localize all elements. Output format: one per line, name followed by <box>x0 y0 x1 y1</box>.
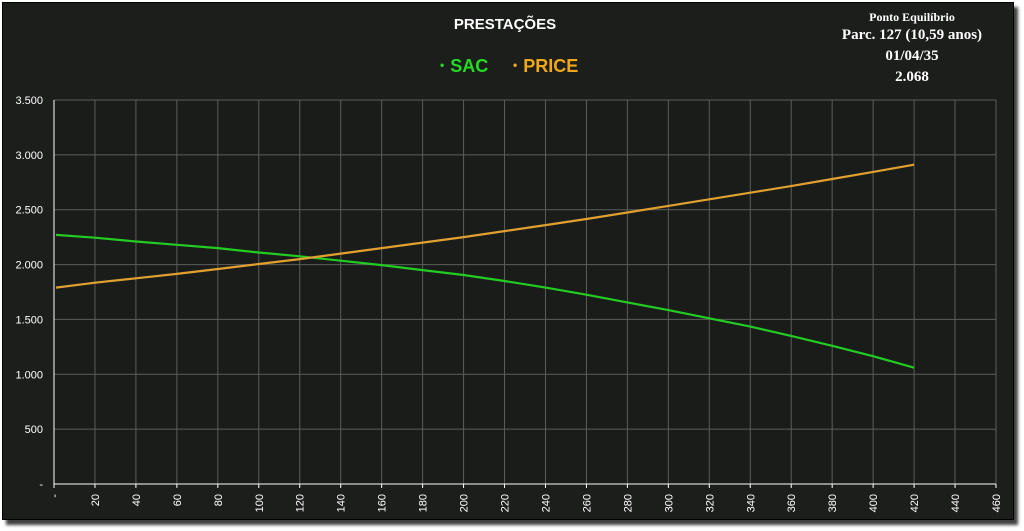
x-tick-label: 340 <box>745 494 757 512</box>
x-tick-label: 260 <box>581 494 593 512</box>
x-tick-label: 420 <box>909 494 921 512</box>
series-line-price <box>55 163 915 289</box>
x-tick-label: 60 <box>172 494 184 506</box>
y-tick-label: 1.500 <box>15 314 43 326</box>
x-tick-label: 180 <box>418 494 430 512</box>
x-tick-label: 400 <box>868 494 880 512</box>
x-tick-label: - <box>49 494 61 498</box>
x-tick-label: 160 <box>377 494 389 512</box>
y-tick-label: 2.000 <box>15 260 43 272</box>
equilibrium-title: Ponto Equilíbrio <box>869 10 955 24</box>
y-tick-label: 500 <box>25 424 43 436</box>
legend-price-label: PRICE <box>523 56 579 76</box>
x-tick-label: 380 <box>827 494 839 512</box>
x-tick-label: 280 <box>622 494 634 512</box>
series-line-sac <box>55 233 915 369</box>
y-tick-label: 3.500 <box>15 95 43 107</box>
equilibrium-annotation: Ponto Equilíbrio Parc. 127 (10,59 anos) … <box>822 9 1002 88</box>
x-tick-label: 320 <box>704 494 716 512</box>
x-tick-label: 460 <box>991 494 1003 512</box>
legend-sac: • SAC <box>440 56 488 77</box>
x-tick-label: 140 <box>336 494 348 512</box>
legend-price: • PRICE <box>513 56 578 77</box>
equilibrium-date: 01/04/35 <box>885 48 939 64</box>
y-tick-label: 1.000 <box>15 369 43 381</box>
equilibrium-value: 2.068 <box>895 69 929 85</box>
equilibrium-installment: Parc. 127 (10,59 anos) <box>841 27 983 43</box>
y-tick-label: - <box>39 479 43 491</box>
y-tick-label: 2.500 <box>15 205 43 217</box>
x-tick-label: 200 <box>459 494 471 512</box>
x-tick-label: 440 <box>950 494 962 512</box>
x-tick-label: 240 <box>540 494 552 512</box>
x-tick-label: 20 <box>90 494 102 506</box>
x-tick-label: 120 <box>295 494 307 512</box>
legend-price-marker: • <box>513 58 518 72</box>
x-tick-label: 360 <box>786 494 798 512</box>
chart-title: PRESTAÇÕES <box>453 16 557 33</box>
x-tick-label: 300 <box>663 494 675 512</box>
plot-area <box>54 100 996 484</box>
x-tick-label: 40 <box>131 494 143 506</box>
x-tick-label: 100 <box>254 494 266 512</box>
legend-sac-label: SAC <box>450 56 489 76</box>
x-tick-label: 80 <box>213 494 225 506</box>
x-tick-label: 220 <box>500 494 512 512</box>
legend-sac-marker: • <box>440 58 445 72</box>
y-tick-label: 3.000 <box>15 150 43 162</box>
